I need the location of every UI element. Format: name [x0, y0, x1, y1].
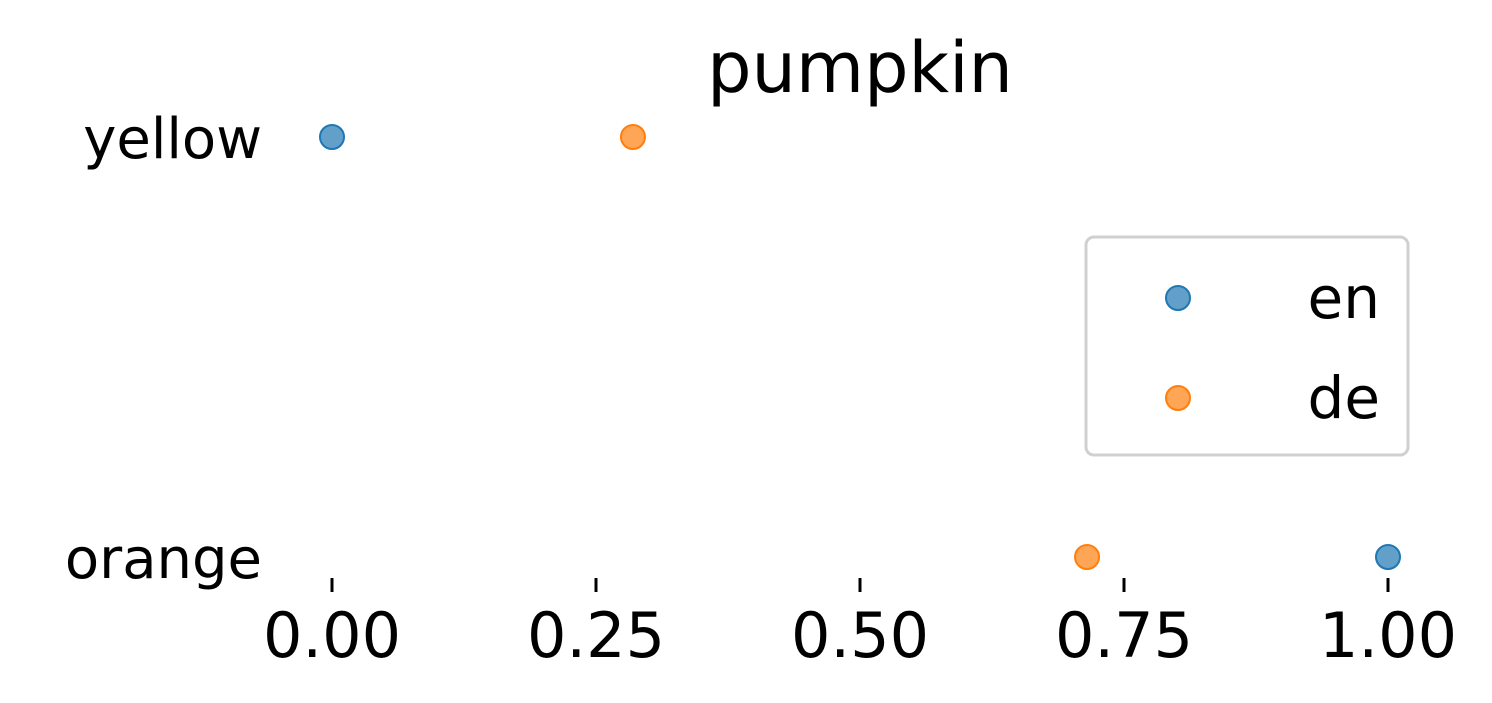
- chart-title: pumpkin: [707, 27, 1013, 109]
- legend-label-de: de: [1308, 364, 1381, 432]
- legend-label-en: en: [1308, 264, 1380, 332]
- x-tick-label: 1.00: [1319, 599, 1457, 672]
- x-axis: 0.00 0.25 0.50 0.75 1.00: [263, 578, 1457, 672]
- y-axis-labels: yellow orange: [65, 107, 262, 592]
- point-de-yellow: [619, 124, 646, 150]
- x-tick-label: 0.75: [1055, 599, 1193, 672]
- x-tick-label: 0.50: [791, 599, 929, 672]
- y-tick-label-yellow: yellow: [83, 107, 262, 172]
- data-points: [319, 124, 1401, 570]
- point-en-orange: [1375, 544, 1401, 570]
- x-tick-label: 0.25: [527, 599, 665, 672]
- legend-marker-de: [1165, 385, 1191, 411]
- legend: en de: [1084, 235, 1410, 457]
- y-tick-label-orange: orange: [65, 527, 262, 592]
- point-en-yellow: [319, 124, 345, 150]
- legend-marker-en: [1165, 285, 1191, 311]
- point-de-orange: [1074, 544, 1101, 570]
- x-tick-label: 0.00: [263, 599, 401, 672]
- legend-entries: en de: [1165, 264, 1381, 432]
